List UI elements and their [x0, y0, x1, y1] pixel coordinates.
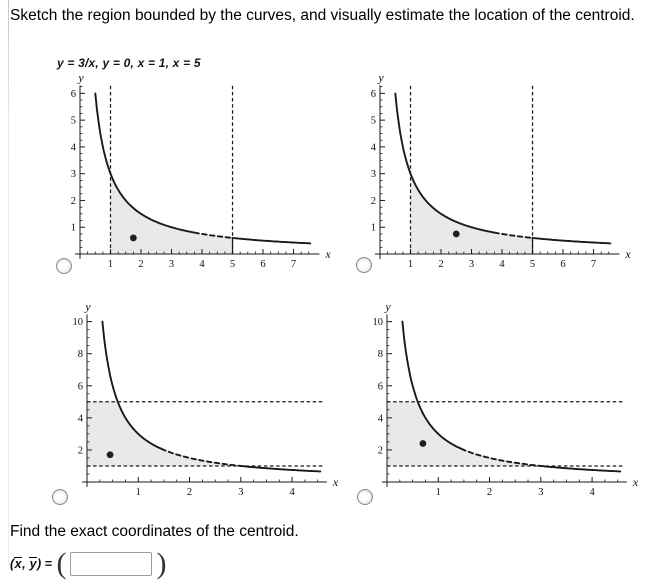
y-tick-label: 2 [78, 445, 83, 456]
problem-statement: Sketch the region bounded by the curves,… [10, 7, 635, 24]
x-tick-label: 5 [230, 259, 235, 270]
shaded-region [110, 173, 233, 254]
y-tick-label: 4 [78, 413, 84, 424]
left-border-line [8, 0, 9, 566]
centroid-dot [452, 230, 460, 238]
option-1-chart: 1 2 3 4 5 6 7 1 2 3 4 5 6 x y [71, 70, 332, 270]
x-tick-label: 3 [238, 487, 243, 498]
x-tick-label: 7 [591, 259, 596, 270]
y-tick-label: 6 [78, 381, 83, 392]
y-tick-label: 8 [378, 349, 383, 360]
x-tick-label: 1 [108, 259, 113, 270]
y-axis-label: y [377, 70, 384, 84]
option-3-chart: 1 2 3 4 2 4 6 8 10 x y [73, 299, 339, 498]
y-tick-label: 3 [371, 169, 376, 180]
curve [539, 465, 622, 473]
x-tick-label: 2 [187, 487, 192, 498]
curve [394, 92, 496, 234]
curve [239, 465, 322, 473]
y-tick-label: 1 [71, 223, 76, 234]
option-2-radio-button[interactable] [356, 257, 372, 273]
curve [493, 231, 534, 239]
y-axis-label: y [77, 70, 84, 84]
centroid-dot [106, 451, 114, 459]
x-tick-label: 2 [487, 487, 492, 498]
curve [531, 236, 612, 245]
y-tick-label: 10 [373, 317, 384, 328]
y-tick-label: 8 [78, 349, 83, 360]
curve [401, 320, 463, 450]
y-tick-label: 6 [371, 89, 376, 100]
x-tick-label: 1 [436, 487, 441, 498]
y-tick-label: 4 [71, 142, 77, 153]
option-4-radio-button[interactable] [357, 489, 373, 505]
option-1-radio-button[interactable] [56, 258, 72, 274]
x-tick-label: 2 [438, 259, 443, 270]
curve [94, 92, 196, 234]
x-axis-label: x [332, 475, 339, 489]
answer-option-2: 1 2 3 4 5 6 7 1 2 3 4 5 6 x y [348, 70, 644, 282]
x-tick-label: 7 [291, 259, 296, 270]
curve [101, 320, 163, 450]
equals-sign: = [41, 556, 56, 571]
centroid-answer-input[interactable] [70, 552, 153, 576]
y-bar-symbol: y [29, 556, 38, 571]
y-tick-label: 6 [378, 381, 383, 392]
find-centroid-prompt: Find the exact coordinates of the centro… [10, 523, 299, 540]
right-paren: ) [156, 547, 167, 580]
curve [193, 231, 234, 239]
option-2-chart: 1 2 3 4 5 6 7 1 2 3 4 5 6 x y [371, 70, 632, 270]
x-tick-label: 1 [136, 487, 141, 498]
x-tick-label: 6 [260, 259, 265, 270]
y-axis-label: y [384, 299, 391, 313]
x-tick-label: 3 [169, 259, 174, 270]
y-tick-label: 2 [71, 196, 76, 207]
x-axis-label: x [624, 247, 631, 261]
x-tick-label: 3 [538, 487, 543, 498]
x-tick-label: 5 [530, 259, 535, 270]
x-axis-label: x [632, 475, 639, 489]
x-bar-symbol: x [14, 556, 23, 571]
left-paren: ( [56, 547, 67, 580]
x-tick-label: 1 [408, 259, 413, 270]
y-tick-label: 3 [71, 169, 76, 180]
x-tick-label: 4 [589, 487, 595, 498]
y-tick-label: 4 [371, 142, 377, 153]
curve-equations: y = 3/x, y = 0, x = 1, x = 5 [57, 56, 201, 70]
curve [160, 447, 242, 467]
x-tick-label: 4 [499, 259, 505, 270]
centroid-symbol: (x, y) = [10, 556, 56, 571]
y-tick-label: 2 [371, 196, 376, 207]
shaded-region [410, 173, 533, 254]
centroid-dot [129, 234, 137, 242]
curve [231, 236, 312, 245]
y-tick-label: 6 [71, 89, 76, 100]
centroid-answer-row: (x, y) = ( ) [10, 546, 167, 582]
centroid-dot [419, 440, 427, 447]
option-4-chart: 1 2 3 4 2 4 6 8 10 x y [373, 299, 639, 498]
shaded-region [387, 401, 541, 466]
x-tick-label: 4 [199, 259, 205, 270]
y-tick-label: 10 [73, 317, 84, 328]
curve [460, 447, 542, 467]
answer-option-3: 1 2 3 4 2 4 6 8 10 x y [48, 298, 344, 510]
y-tick-label: 1 [371, 223, 376, 234]
answer-option-4: 1 2 3 4 2 4 6 8 10 x y [348, 298, 644, 510]
x-axis-label: x [324, 247, 331, 261]
y-tick-label: 2 [378, 445, 383, 456]
y-tick-label: 4 [378, 413, 384, 424]
y-axis-label: y [84, 299, 91, 313]
x-tick-label: 3 [469, 259, 474, 270]
x-tick-label: 2 [138, 259, 143, 270]
y-tick-label: 5 [71, 116, 76, 127]
option-3-radio-button[interactable] [52, 489, 68, 505]
y-tick-label: 5 [371, 116, 376, 127]
x-tick-label: 6 [560, 259, 565, 270]
answer-option-1: 1 2 3 4 5 6 7 1 2 3 4 5 6 x y [48, 70, 344, 282]
x-tick-label: 4 [289, 487, 295, 498]
